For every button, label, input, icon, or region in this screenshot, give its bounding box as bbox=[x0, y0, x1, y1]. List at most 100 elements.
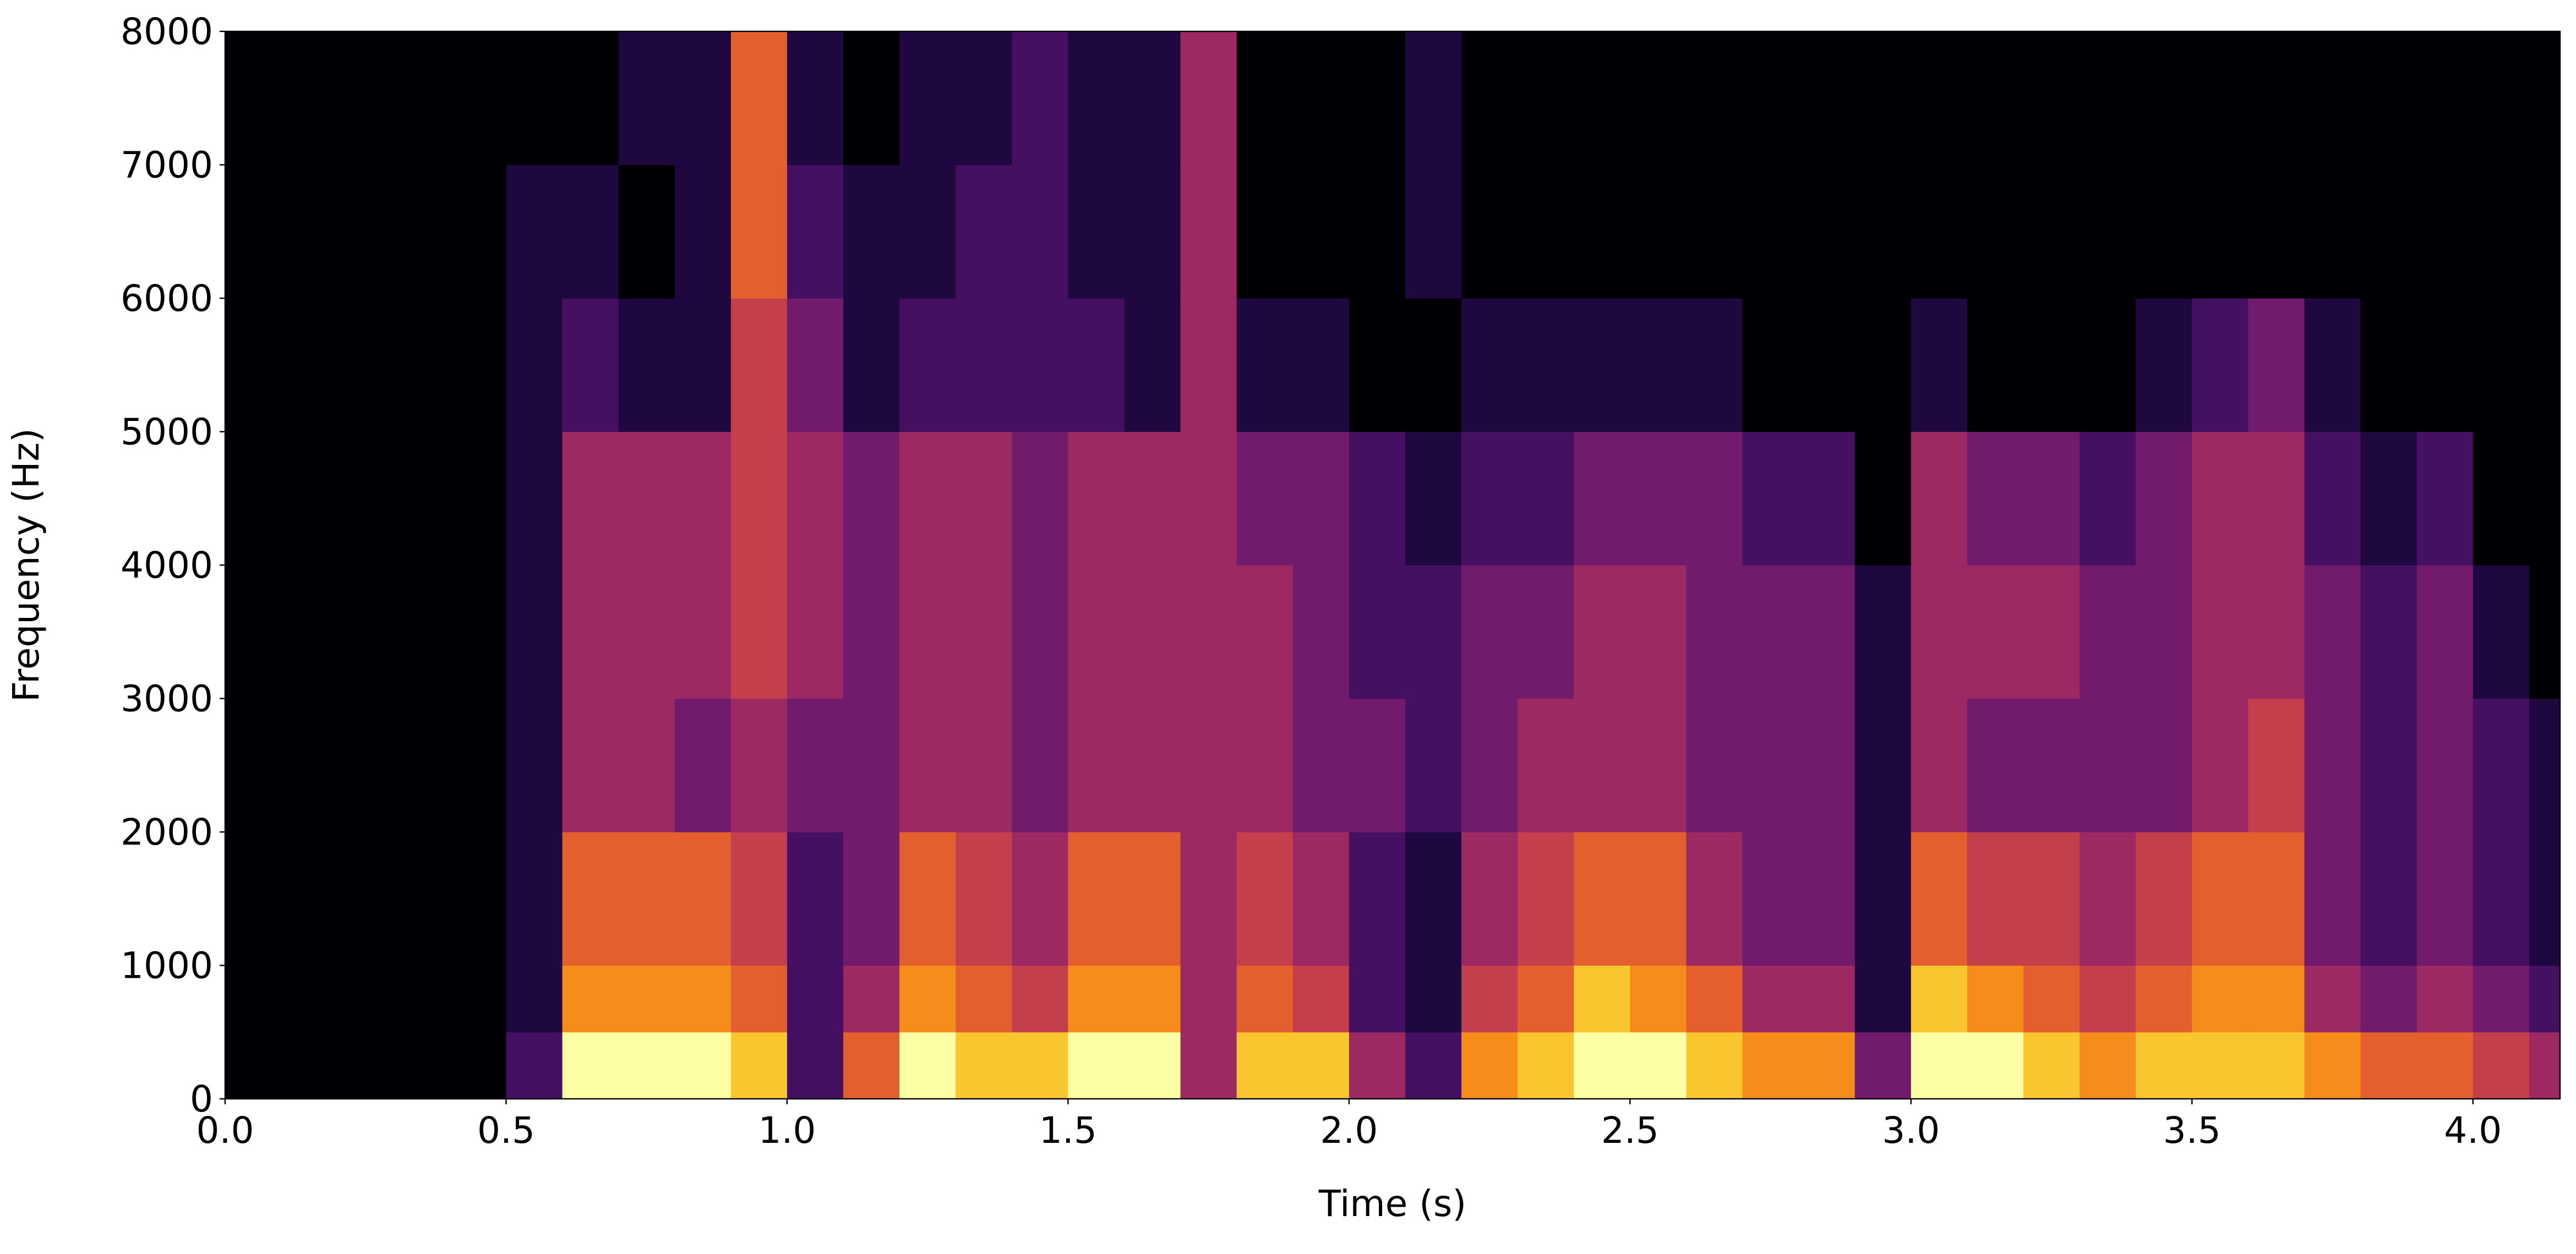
spectrogram-cell bbox=[2192, 1032, 2248, 1099]
x-tick-label: 4.0 bbox=[2444, 1109, 2502, 1152]
spectrogram-cell bbox=[1180, 298, 1237, 432]
spectrogram-cell bbox=[1012, 431, 1068, 566]
spectrogram-cell bbox=[1686, 965, 1743, 1033]
spectrogram-cell bbox=[1068, 698, 1125, 833]
spectrogram-cell bbox=[899, 431, 956, 566]
spectrogram-cell bbox=[618, 31, 675, 165]
spectrogram-cell bbox=[337, 565, 394, 699]
spectrogram-cell bbox=[1686, 1032, 1743, 1099]
spectrogram-cell bbox=[1518, 832, 1574, 966]
spectrogram-cell bbox=[394, 1032, 450, 1099]
spectrogram-cell bbox=[2136, 965, 2192, 1033]
spectrogram-cell bbox=[1798, 298, 1855, 432]
spectrogram-cell bbox=[1012, 298, 1068, 432]
spectrogram-cell bbox=[1630, 31, 1687, 165]
spectrogram-cell bbox=[1630, 298, 1687, 432]
spectrogram-cell bbox=[730, 565, 788, 699]
spectrogram-cell bbox=[450, 31, 506, 165]
spectrogram-cell bbox=[674, 165, 732, 299]
spectrogram-cell bbox=[2136, 565, 2192, 699]
spectrogram-cell bbox=[506, 832, 563, 966]
spectrogram-cell bbox=[1574, 298, 1630, 432]
spectrogram-cell bbox=[1967, 31, 2024, 165]
spectrogram-cell bbox=[394, 31, 450, 165]
spectrogram-cell bbox=[1854, 431, 1912, 566]
spectrogram-cell bbox=[1461, 165, 1518, 299]
spectrogram-cell bbox=[2529, 31, 2561, 165]
spectrogram-cell bbox=[1461, 1032, 1518, 1099]
spectrogram-cell bbox=[2248, 431, 2305, 566]
spectrogram-cell bbox=[2416, 165, 2474, 299]
spectrogram-cell bbox=[562, 298, 619, 432]
spectrogram-cell bbox=[1236, 565, 1294, 699]
spectrogram-cell bbox=[787, 698, 844, 833]
spectrogram-cell bbox=[2473, 165, 2530, 299]
spectrogram-cell bbox=[2416, 298, 2474, 432]
spectrogram-cell bbox=[1798, 1032, 1855, 1099]
spectrogram-cell bbox=[2360, 832, 2417, 966]
spectrogram-cell bbox=[225, 165, 282, 299]
spectrogram-cell bbox=[2529, 165, 2561, 299]
spectrogram-cell bbox=[1742, 165, 1799, 299]
spectrogram-cell bbox=[1630, 965, 1687, 1033]
spectrogram-cell bbox=[394, 698, 450, 833]
spectrogram-cell bbox=[674, 565, 732, 699]
spectrogram-cell bbox=[2023, 698, 2080, 833]
spectrogram-cell bbox=[337, 31, 394, 165]
spectrogram-cell bbox=[394, 298, 450, 432]
spectrogram-cell bbox=[1461, 832, 1518, 966]
spectrogram-cell bbox=[1798, 565, 1855, 699]
spectrogram-cell bbox=[674, 832, 732, 966]
spectrogram-cell bbox=[2080, 298, 2136, 432]
spectrogram-cell bbox=[730, 832, 788, 966]
spectrogram-cell bbox=[1236, 298, 1294, 432]
spectrogram-cell bbox=[1349, 1032, 1406, 1099]
spectrogram-cell bbox=[1349, 431, 1406, 566]
spectrogram-cell bbox=[730, 165, 788, 299]
spectrogram-cell bbox=[1742, 965, 1799, 1033]
spectrogram-cell bbox=[2416, 965, 2474, 1033]
spectrogram-cell bbox=[1349, 965, 1406, 1033]
spectrogram-cell bbox=[337, 165, 394, 299]
spectrogram-cell bbox=[1292, 965, 1350, 1033]
spectrogram-cell bbox=[2080, 965, 2136, 1033]
spectrogram-cell bbox=[956, 431, 1012, 566]
spectrogram-cell bbox=[2248, 298, 2305, 432]
spectrogram-cell bbox=[730, 1032, 788, 1099]
spectrogram-cell bbox=[1349, 31, 1406, 165]
y-tick-label: 8000 bbox=[121, 10, 213, 53]
spectrogram-cell bbox=[1012, 1032, 1068, 1099]
spectrogram-cell bbox=[2416, 565, 2474, 699]
spectrogram-cell bbox=[730, 965, 788, 1033]
spectrogram-cell bbox=[2304, 31, 2361, 165]
spectrogram-cell bbox=[956, 31, 1012, 165]
spectrogram-cell bbox=[1967, 165, 2024, 299]
y-tick-label: 2000 bbox=[121, 811, 213, 853]
spectrogram-cell bbox=[956, 832, 1012, 966]
spectrogram-cell bbox=[2416, 1032, 2474, 1099]
spectrogram-cell bbox=[1742, 431, 1799, 566]
spectrogram-cell bbox=[225, 565, 282, 699]
spectrogram-cell bbox=[1967, 832, 2024, 966]
spectrogram-cell bbox=[956, 698, 1012, 833]
x-tick-label: 1.5 bbox=[1039, 1109, 1097, 1152]
spectrogram-cell bbox=[506, 965, 563, 1033]
spectrogram-cell bbox=[1798, 431, 1855, 566]
spectrogram-cell bbox=[2360, 965, 2417, 1033]
spectrogram-cell bbox=[899, 832, 956, 966]
spectrogram-cell bbox=[1686, 165, 1743, 299]
spectrogram-cell bbox=[1180, 1032, 1237, 1099]
spectrogram-cell bbox=[2192, 431, 2248, 566]
spectrogram-cell bbox=[2360, 431, 2417, 566]
spectrogram-cell bbox=[1854, 31, 1912, 165]
spectrogram-cell bbox=[1742, 565, 1799, 699]
spectrogram-cell bbox=[1405, 832, 1462, 966]
spectrogram-cell bbox=[2192, 832, 2248, 966]
spectrogram-cell bbox=[1686, 31, 1743, 165]
spectrogram-cell bbox=[562, 698, 619, 833]
spectrogram-cell bbox=[787, 1032, 844, 1099]
spectrogram-cell bbox=[281, 1032, 338, 1099]
spectrogram-cell bbox=[1405, 298, 1462, 432]
spectrogram-cell bbox=[1180, 31, 1237, 165]
spectrogram-cell bbox=[1124, 431, 1181, 566]
